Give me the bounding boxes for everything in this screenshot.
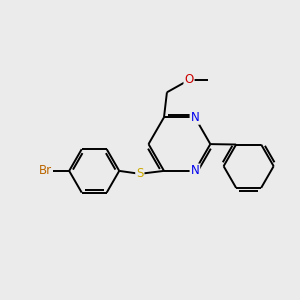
Text: N: N bbox=[190, 164, 199, 177]
Text: N: N bbox=[190, 111, 199, 124]
Text: S: S bbox=[136, 167, 143, 180]
Text: O: O bbox=[184, 74, 194, 86]
Text: Br: Br bbox=[38, 164, 52, 177]
